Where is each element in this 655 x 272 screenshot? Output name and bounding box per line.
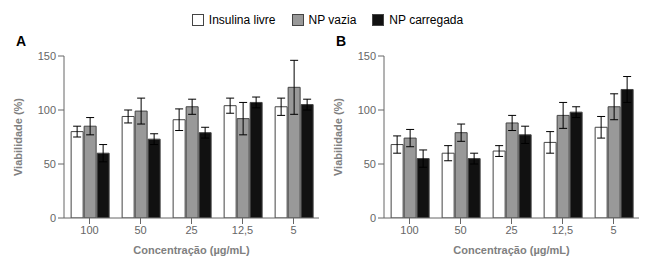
svg-text:5: 5 — [290, 224, 296, 236]
svg-text:150: 150 — [38, 50, 56, 62]
html-text:NP carregada: NP carregada — [389, 13, 464, 27]
svg-text:150: 150 — [358, 50, 376, 62]
svg-text:100: 100 — [80, 224, 98, 236]
svg-text:12,5: 12,5 — [552, 224, 573, 236]
svg-text:100: 100 — [38, 104, 56, 116]
svg-text:25: 25 — [185, 224, 197, 236]
html-text:B: B — [336, 33, 347, 49]
svg-text:100: 100 — [358, 104, 376, 116]
svg-text:50: 50 — [44, 158, 56, 170]
svg-text:0: 0 — [370, 212, 376, 224]
svg-text:Concentração (µg/mL): Concentração (µg/mL) — [133, 244, 250, 256]
svg-text:50: 50 — [134, 224, 146, 236]
svg-text:50: 50 — [364, 158, 376, 170]
svg-text:0: 0 — [50, 212, 56, 224]
svg-text:100: 100 — [400, 224, 418, 236]
html-text:NP vazia: NP vazia — [308, 13, 357, 27]
svg-text:12,5: 12,5 — [232, 224, 253, 236]
svg-text:Concentração (µg/mL): Concentração (µg/mL) — [453, 244, 570, 256]
svg-text:Viabilidade (%): Viabilidade (%) — [12, 98, 24, 176]
svg-text:5: 5 — [610, 224, 616, 236]
svg-text:50: 50 — [454, 224, 466, 236]
svg-text:25: 25 — [505, 224, 517, 236]
html-text:A: A — [16, 33, 27, 49]
html-text:Insulina livre: Insulina livre — [208, 13, 276, 27]
svg-text:Viabilidade (%): Viabilidade (%) — [332, 98, 344, 176]
